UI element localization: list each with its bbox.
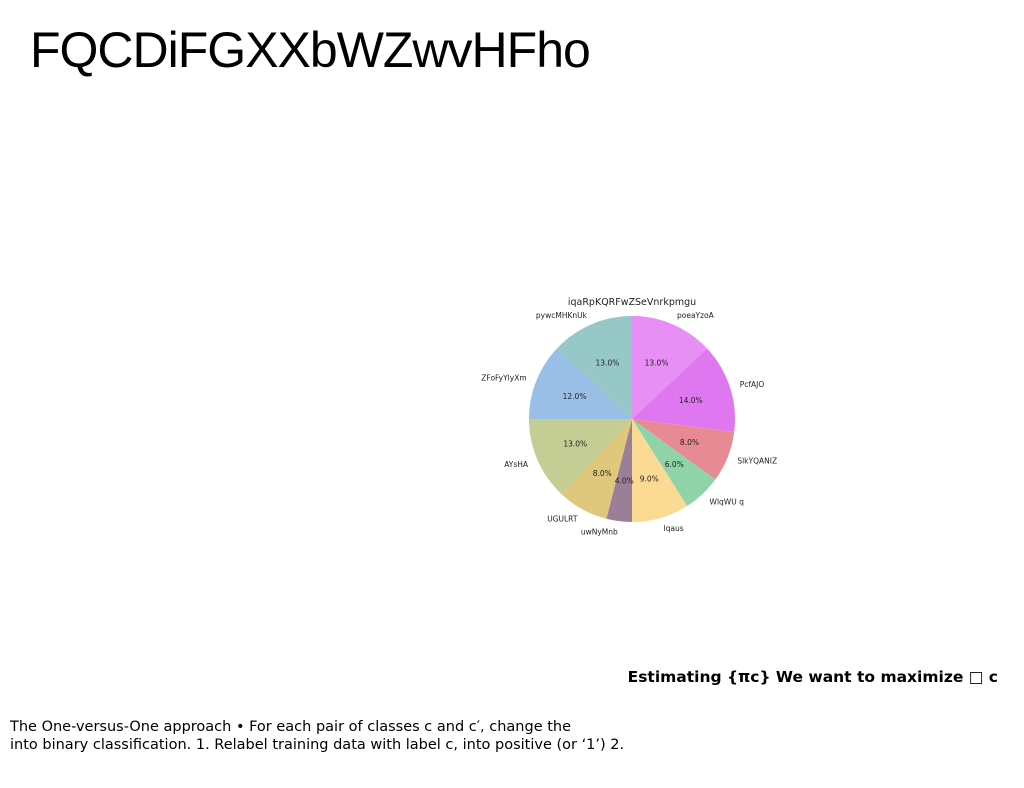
slice-labels: poeaYzoA PcfAJO SlkYQANIZ WlqWU q lqaus uwNyM… <box>481 311 777 536</box>
slice-percent-label: 8.0% <box>593 469 612 478</box>
slide-title: FQCDiFGXXbWZwvHFho <box>30 22 591 78</box>
pie-slice <box>632 348 735 432</box>
slice-label: uwNyMnb <box>581 527 618 536</box>
pie-slice <box>529 348 632 419</box>
pie-slice <box>632 419 735 480</box>
slice-percent-label: 14.0% <box>679 396 703 405</box>
pie-slice <box>632 419 716 506</box>
section-heading: Estimating {πc} We want to maximize □ c <box>627 668 998 686</box>
pie-slice <box>561 419 632 519</box>
percent-labels: 13.0%14.0%8.0%6.0%9.0%4.0%8.0%13.0%12.0%… <box>563 358 703 485</box>
pie-slice <box>632 419 688 522</box>
pie-slice <box>632 316 708 419</box>
slice-percent-label: 12.0% <box>563 392 587 401</box>
pie-slice <box>606 419 632 522</box>
body-line-1: The One-versus-One approach • For each p… <box>10 719 572 735</box>
slice-label: poeaYzoA <box>677 311 715 320</box>
slice-label: lqaus <box>664 524 684 533</box>
slice-label: ZFoFyYlyXm <box>481 373 526 382</box>
slice-percent-label: 8.0% <box>680 438 699 447</box>
slice-label: PcfAJO <box>740 380 765 389</box>
slice-percent-label: 6.0% <box>665 460 684 469</box>
body-text: The One-versus-One approach • For each p… <box>10 718 630 754</box>
pie-slice <box>529 419 632 495</box>
slice-label: AYsHA <box>504 460 529 469</box>
slice-label: WlqWU q <box>710 498 745 507</box>
slice-percent-label: 13.0% <box>563 440 587 449</box>
slice-percent-label: 13.0% <box>645 358 669 367</box>
slice-label: pywcMHKnUk <box>536 311 588 320</box>
pie-slices <box>529 316 735 522</box>
slice-percent-label: 13.0% <box>596 358 620 367</box>
body-line-2: into binary classification. 1. Relabel t… <box>10 737 625 753</box>
slice-label: SlkYQANIZ <box>737 457 777 466</box>
slice-label: UGULRT <box>547 514 578 523</box>
slice-percent-label: 4.0% <box>615 476 634 485</box>
slice-percent-label: 9.0% <box>640 474 659 483</box>
pie-chart: iqaRpKQRFwZSeVnrkpmgu 13.0% 14.0% 8.0% 6.0%… <box>481 297 777 536</box>
chart-title: iqaRpKQRFwZSeVnrkpmgu <box>568 297 696 308</box>
pie-slice <box>556 316 632 419</box>
